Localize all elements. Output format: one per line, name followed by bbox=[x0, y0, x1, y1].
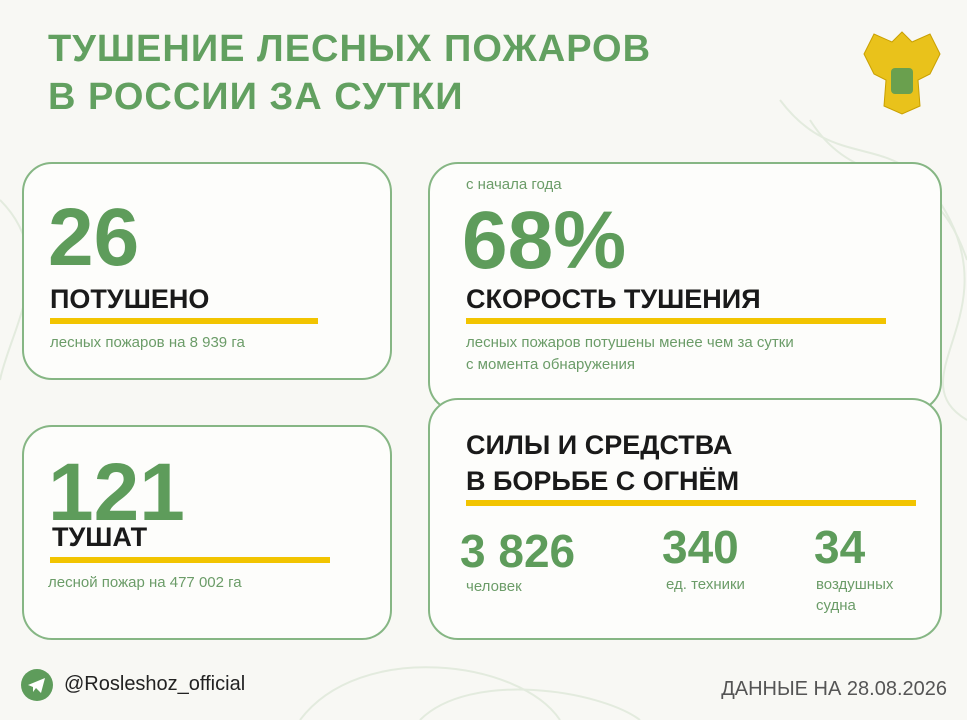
stat-prefix: с начала года bbox=[466, 176, 562, 193]
social-handle[interactable]: @Rosleshoz_official bbox=[64, 673, 246, 695]
resource-number: 3 826 bbox=[460, 525, 576, 577]
resource-label: судна bbox=[816, 597, 856, 614]
card bbox=[428, 162, 942, 412]
stat-note: лесных пожаров потушены менее чем за сут… bbox=[466, 334, 794, 351]
title-line: ТУШЕНИЕ ЛЕСНЫХ ПОЖАРОВ bbox=[48, 28, 652, 70]
telegram-icon bbox=[21, 669, 53, 701]
card bbox=[428, 398, 942, 640]
underline bbox=[466, 318, 886, 324]
stat-note: лесных пожаров на 8 939 га bbox=[50, 334, 245, 351]
stat-number: 121 bbox=[48, 447, 185, 538]
title-line: В РОССИИ ЗА СУТКИ bbox=[48, 76, 464, 118]
stat-label: СКОРОСТЬ ТУШЕНИЯ bbox=[466, 284, 761, 314]
underline bbox=[50, 318, 318, 324]
data-date: ДАННЫЕ НА 28.08.2026 bbox=[721, 678, 947, 700]
emblem bbox=[863, 31, 941, 115]
stat-note: лесной пожар на 477 002 га bbox=[48, 574, 242, 591]
resource-number: 340 bbox=[662, 521, 739, 573]
stat-label: ТУШАТ bbox=[52, 522, 148, 552]
stat-note: с момента обнаружения bbox=[466, 356, 636, 373]
underline bbox=[50, 557, 330, 563]
stat-number: 26 bbox=[48, 192, 140, 283]
stat-number: 68% bbox=[462, 195, 627, 286]
resource-number: 34 bbox=[814, 521, 866, 573]
resource-label: человек bbox=[466, 578, 522, 595]
card bbox=[22, 162, 392, 380]
section-title: СИЛЫ И СРЕДСТВА bbox=[466, 430, 733, 460]
card bbox=[22, 425, 392, 640]
resource-label: воздушных bbox=[816, 576, 894, 593]
underline bbox=[466, 500, 916, 506]
resource-label: ед. техники bbox=[666, 576, 745, 593]
stat-label: ПОТУШЕНО bbox=[50, 284, 210, 314]
section-title: В БОРЬБЕ С ОГНЁМ bbox=[466, 466, 740, 496]
